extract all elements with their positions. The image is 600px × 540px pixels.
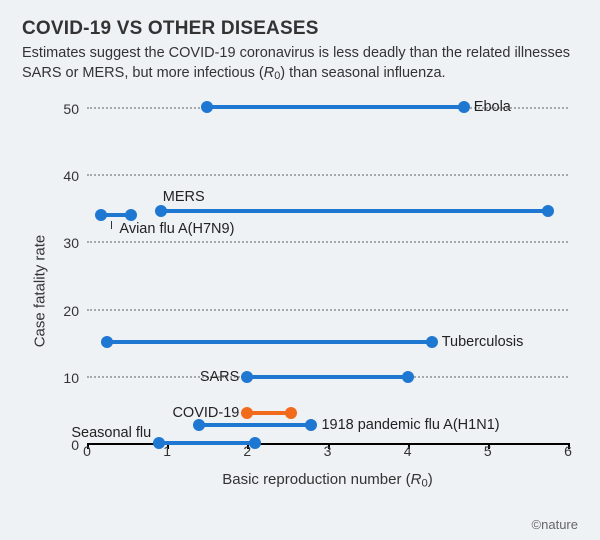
- subtitle-text-b: ) than seasonal influenza.: [280, 65, 445, 81]
- x-axis-label: Basic reproduction number (R0): [87, 471, 568, 489]
- y-gridline: 30: [87, 241, 568, 243]
- xlabel-text-a: Basic reproduction number (: [222, 471, 410, 488]
- disease-label: 1918 pandemic flu A(H1N1): [321, 417, 499, 433]
- disease-range: [161, 209, 548, 213]
- range-endpoint: [125, 209, 137, 221]
- x-tick-label: 5: [484, 443, 492, 469]
- range-endpoint: [285, 407, 297, 419]
- x-tick-label: 6: [564, 443, 572, 469]
- y-tick-label: 30: [39, 235, 79, 251]
- range-endpoint: [402, 371, 414, 383]
- range-endpoint: [241, 407, 253, 419]
- x-tick-label: 1: [163, 443, 171, 469]
- range-endpoint: [542, 205, 554, 217]
- range-endpoint: [201, 101, 213, 113]
- range-endpoint: [101, 336, 113, 348]
- label-leader: [111, 221, 112, 229]
- range-endpoint: [305, 419, 317, 431]
- range-endpoint: [426, 336, 438, 348]
- y-tick-label: 40: [39, 168, 79, 184]
- disease-label: Tuberculosis: [442, 334, 524, 350]
- range-endpoint: [249, 437, 261, 449]
- range-endpoint: [193, 419, 205, 431]
- subtitle-r-symbol: R: [264, 65, 274, 81]
- disease-range: [107, 340, 432, 344]
- range-endpoint: [155, 205, 167, 217]
- disease-label: SARS: [200, 369, 240, 385]
- disease-range: [199, 423, 311, 427]
- xlabel-r-symbol: R: [411, 471, 422, 488]
- range-endpoint: [458, 101, 470, 113]
- chart-area: Case fatality rate 010203040500123456Ebo…: [22, 93, 578, 488]
- y-axis-label: Case fatality rate: [32, 235, 49, 348]
- y-tick-label: 20: [39, 303, 79, 319]
- range-endpoint: [241, 371, 253, 383]
- plot-area: 010203040500123456EbolaMERSAvian flu A(H…: [87, 93, 568, 443]
- x-tick-label: 2: [243, 443, 251, 469]
- disease-range: [159, 441, 255, 445]
- y-gridline: 40: [87, 174, 568, 176]
- disease-label: Seasonal flu: [71, 425, 151, 441]
- chart-panel: COVID-19 VS OTHER DISEASES Estimates sug…: [0, 0, 600, 540]
- credit-label: ©nature: [532, 517, 578, 532]
- disease-label: Ebola: [474, 99, 511, 115]
- y-tick-label: 10: [39, 370, 79, 386]
- y-tick-label: 50: [39, 101, 79, 117]
- x-tick-label: 0: [83, 443, 91, 469]
- xlabel-text-b: ): [428, 471, 433, 488]
- chart-title: COVID-19 VS OTHER DISEASES: [22, 18, 578, 40]
- disease-range: [247, 375, 407, 379]
- disease-label: MERS: [163, 189, 205, 205]
- range-endpoint: [153, 437, 165, 449]
- disease-range: [207, 105, 464, 109]
- y-gridline: 20: [87, 309, 568, 311]
- disease-label: Avian flu A(H7N9): [119, 221, 234, 237]
- range-endpoint: [95, 209, 107, 221]
- chart-subtitle: Estimates suggest the COVID-19 coronavir…: [22, 44, 578, 83]
- x-tick-label: 4: [404, 443, 412, 469]
- disease-label: COVID-19: [172, 405, 239, 421]
- x-tick-label: 3: [324, 443, 332, 469]
